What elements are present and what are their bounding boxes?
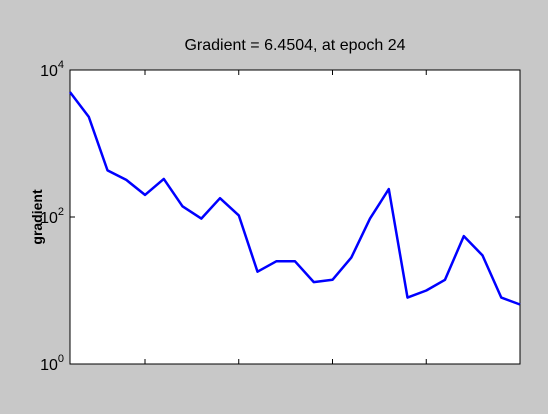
y-tick-labels: 100 102 104 <box>40 59 64 374</box>
y-axis-label: gradient <box>29 189 45 245</box>
axis-ticks <box>69 69 521 365</box>
y-tick-label: 102 <box>40 206 64 227</box>
series-line-gradient <box>69 91 521 306</box>
y-tick-label: 104 <box>40 59 64 80</box>
plot-area <box>69 69 521 365</box>
y-tick-label: 100 <box>40 353 64 374</box>
chart-title: Gradient = 6.4504, at epoch 24 <box>184 37 405 54</box>
